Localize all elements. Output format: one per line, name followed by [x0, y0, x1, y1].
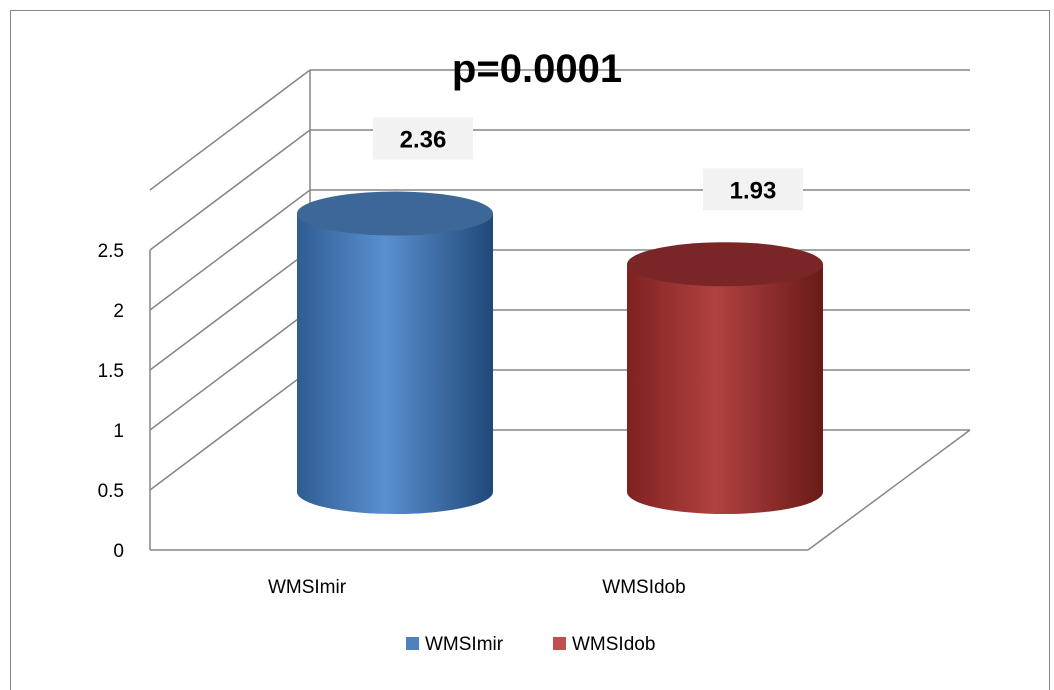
legend: WMSImir WMSIdob	[406, 634, 655, 655]
floor-right-edge	[807, 429, 971, 551]
bar-body	[297, 213, 493, 514]
gridlines	[149, 69, 970, 491]
bar-body	[627, 264, 823, 514]
gridline-diagonal	[149, 189, 311, 311]
bar-WMSIdob	[627, 242, 823, 514]
bar-top	[297, 191, 493, 236]
x-category-label: WMSIdob	[602, 577, 685, 598]
legend-swatch	[406, 637, 419, 650]
gridline-diagonal	[149, 369, 311, 491]
y-tick-label: 2.5	[98, 241, 124, 262]
data-label-background	[373, 117, 473, 160]
chart-frame	[10, 10, 1050, 690]
legend-swatch	[553, 637, 566, 650]
gridline-diagonal	[149, 129, 311, 251]
legend-label: WMSImir	[425, 634, 504, 655]
x-category-label: WMSImir	[268, 577, 347, 598]
x-axis-categories: WMSImir WMSIdob	[268, 577, 686, 598]
gridline-diagonal	[149, 309, 311, 431]
data-label-background	[703, 168, 803, 211]
y-axis-ticks: 0 0.5 1 1.5 2 2.5	[98, 241, 124, 562]
chart-title: p=0.0001	[452, 47, 622, 91]
legend-label: WMSIdob	[572, 634, 655, 655]
data-label-text: 1.93	[730, 177, 777, 204]
gridline-diagonal	[149, 249, 311, 371]
y-tick-label: 1.5	[98, 361, 124, 382]
bar-WMSImir	[297, 191, 493, 514]
y-tick-label: 1	[113, 421, 124, 442]
y-tick-label: 0.5	[98, 481, 124, 502]
bar-top	[627, 242, 823, 287]
data-label-text: 2.36	[400, 127, 447, 154]
data-label: 2.36	[373, 117, 473, 160]
y-tick-label: 2	[113, 301, 124, 322]
data-labels: 2.36 1.93	[373, 117, 803, 211]
bars	[297, 191, 823, 514]
data-label: 1.93	[703, 168, 803, 211]
legend-entry: WMSIdob	[553, 634, 655, 655]
legend-entry: WMSImir	[406, 634, 504, 655]
gridline-diagonal	[149, 69, 311, 191]
y-tick-label: 0	[113, 541, 124, 562]
